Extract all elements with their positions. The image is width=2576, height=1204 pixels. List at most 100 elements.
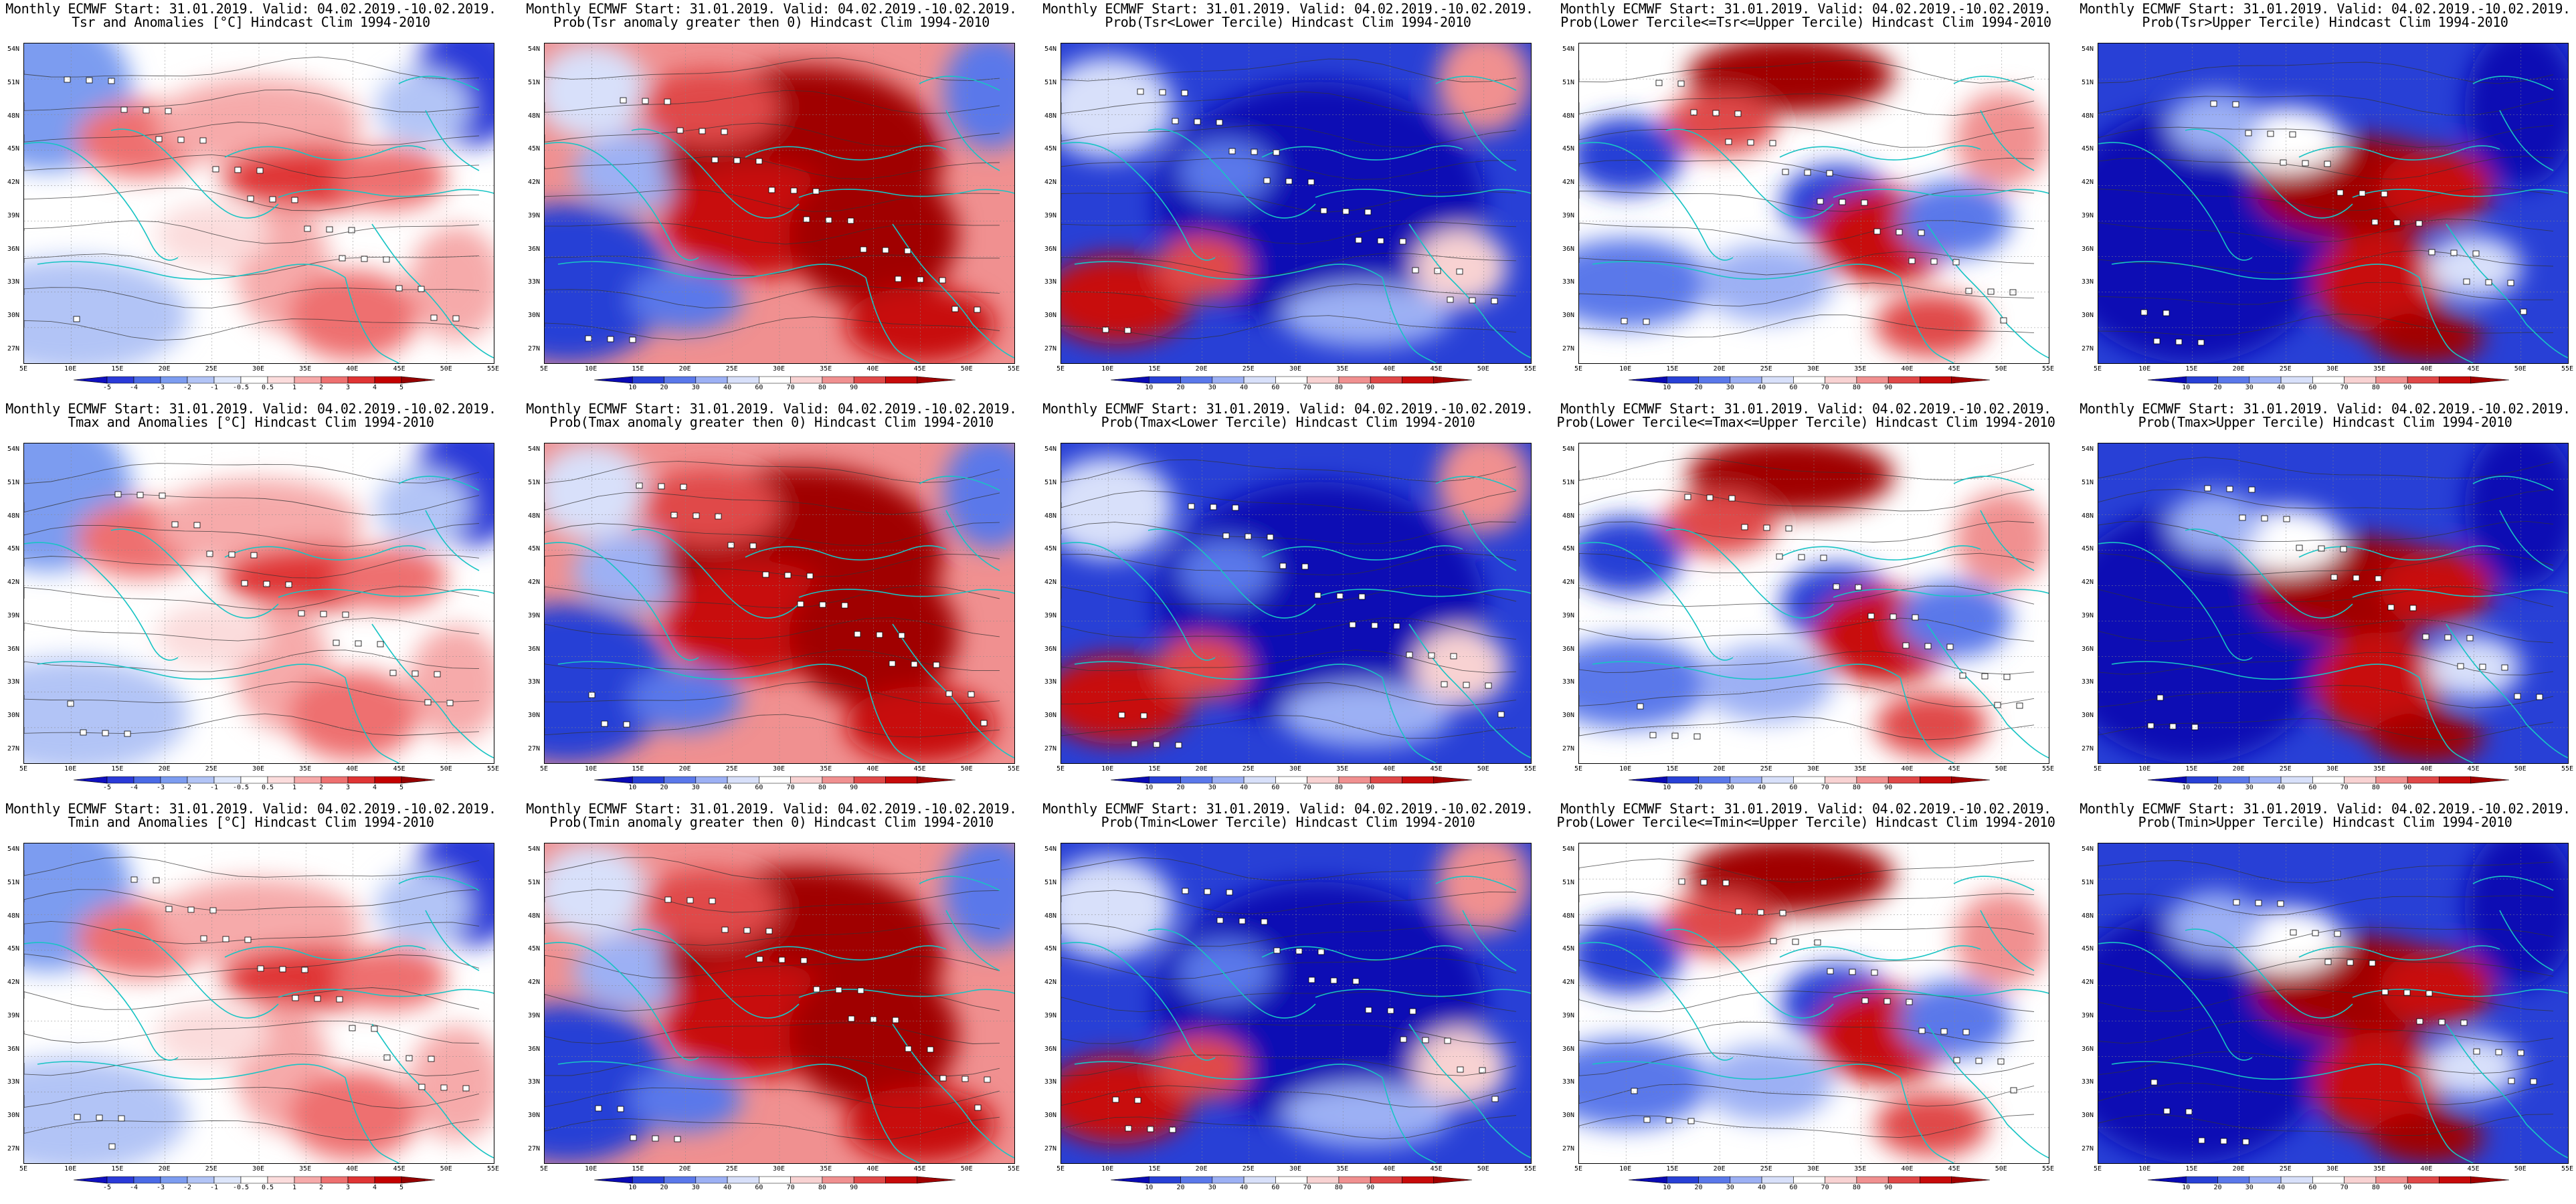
field-region [24,658,189,763]
coastline [1382,677,1437,763]
colorbar-label: 20 [1694,1184,1703,1191]
station-marker [2169,723,2177,730]
station-marker [1820,555,1827,561]
latitude-label: 39N [1562,611,1575,619]
station-marker [440,1084,448,1091]
field-region [2371,312,2484,363]
colorbar-swatch [187,776,215,784]
contour-line [545,681,1000,705]
colorbar-label: 70 [786,1184,795,1191]
coastline [545,942,699,1061]
contour-line [2098,520,2554,542]
longitude-label: 45E [913,365,926,373]
colorbar-swatch [1888,1176,1920,1184]
latitude-label: 51N [7,78,20,86]
longitude-label: 55E [486,765,500,773]
colorbar-label: -4 [129,784,139,791]
field-region [1898,181,2011,258]
colorbar-swatch [2185,376,2218,384]
longitude-label: 35E [1854,1165,1867,1173]
field-region [1281,1083,1451,1148]
station-marker [2318,545,2325,552]
station-marker [1779,910,1786,916]
colorbar-label: -0.5 [232,384,250,391]
station-marker [2010,1087,2017,1094]
station-marker [1918,1027,1926,1034]
latitude-label: 54N [1044,445,1057,453]
latitude-label: 54N [7,845,20,853]
station-marker [430,314,438,321]
colorbar-swatch [1338,1176,1371,1184]
contour-line [1579,684,2035,707]
colorbar-label: -5 [102,1184,112,1191]
station-marker [124,730,131,737]
contour-line [1579,157,2035,181]
panel-title-line2: Tmin and Anomalies [°C] Hindcast Clim 19… [68,814,434,830]
station-marker [2003,674,2011,680]
coastline [2098,542,2253,661]
station-marker [2312,930,2319,936]
colorbar-label: 80 [2371,1184,2380,1191]
coastline [2185,928,2353,1019]
coastline [1980,910,2035,971]
station-marker [418,286,425,292]
latitude-label: 51N [528,478,541,486]
longitude-label: 55E [1007,765,1020,773]
station-marker [1665,1117,1673,1124]
station-marker [298,610,305,617]
longitude-label: 35E [2373,365,2386,373]
colorbar-swatch [594,1176,633,1184]
colorbar-swatch [2470,776,2509,784]
station-marker [806,573,814,579]
field-region [545,603,672,763]
station-marker [80,729,87,736]
contour-line [2098,860,2554,884]
field-region [155,78,363,169]
longitude-label: 30E [252,365,265,373]
colorbar-swatch [1730,776,1762,784]
colorbar-label: 90 [2403,1184,2412,1191]
station-marker [2425,990,2433,997]
station-marker [1491,298,1498,304]
contour-line [545,58,1000,82]
coastline [919,876,1000,891]
latitude-label: 33N [2082,678,2094,686]
latitude-label: 45N [2082,545,2094,553]
colorbar-swatch [1148,776,1181,784]
station-marker [1285,178,1293,185]
colorbar-label: 60 [2308,784,2317,791]
colorbar-label: 30 [1208,784,1216,791]
colorbar-swatch [74,776,108,784]
latitude-label: 30N [1044,1112,1057,1120]
coastline [745,145,947,161]
station-marker [803,216,810,223]
colorbar-label: 80 [1852,384,1861,391]
station-marker [1124,327,1131,334]
latitude-label: 36N [1562,645,1575,653]
colorbar-label: 60 [2308,384,2317,391]
station-marker [2147,722,2154,729]
contour-line [24,953,480,977]
station-marker [951,306,959,312]
station-marker [348,227,355,233]
longitude-label: 20E [158,365,171,373]
colorbar-swatch [594,776,633,784]
station-marker [2415,220,2423,227]
station-marker [165,108,172,114]
colorbar-label: 90 [850,384,858,391]
coastline [425,510,480,571]
colorbar-label: -0.5 [232,784,250,791]
coastline [278,989,494,998]
map-field [24,843,494,1163]
coastline [2098,942,2253,1061]
longitude-label: 25E [725,365,738,373]
latitude-label: 54N [2082,45,2094,53]
station-marker [755,158,763,165]
station-marker [636,482,643,489]
station-marker [1134,1097,1141,1104]
station-marker [2232,101,2239,108]
station-marker [446,700,454,706]
longitude-label: 30E [1289,765,1302,773]
colorbar-label: 20 [660,384,668,391]
station-marker [2460,1019,2468,1026]
